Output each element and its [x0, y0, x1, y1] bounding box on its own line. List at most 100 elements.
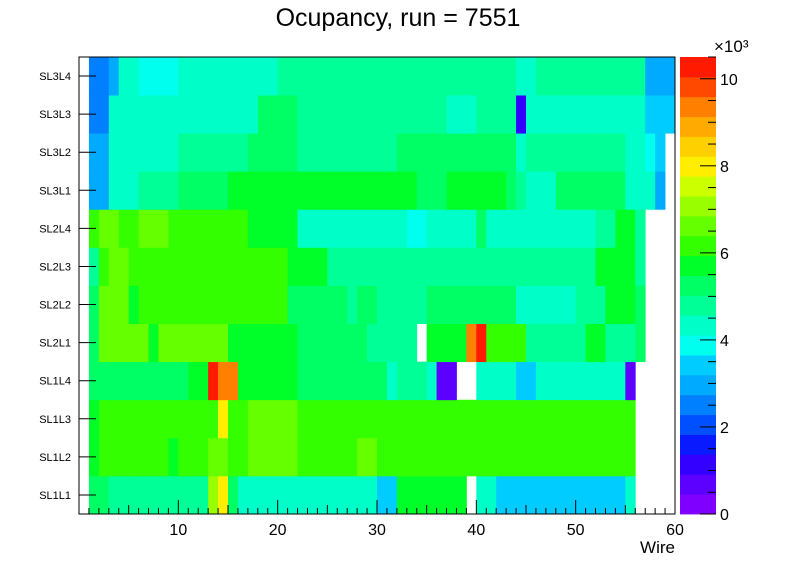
- color-scale-swatch: [680, 235, 716, 257]
- heatmap-cell: [436, 171, 447, 210]
- heatmap-cell: [178, 285, 219, 324]
- heatmap-cell: [88, 57, 110, 96]
- heatmap-cell: [98, 209, 120, 248]
- heatmap-cell: [367, 323, 418, 363]
- heatmap-cell: [526, 95, 626, 134]
- y-tick-label: SL1L3: [39, 414, 71, 426]
- color-scale-swatch: [680, 295, 716, 316]
- heatmap-cell: [347, 285, 358, 324]
- color-scale-swatch: [680, 156, 716, 177]
- color-scale-swatch: [680, 454, 716, 475]
- heatmap-cell: [88, 361, 159, 401]
- heatmap-cell: [168, 437, 179, 477]
- heatmap-cell: [506, 171, 517, 210]
- color-scale-bar: [680, 57, 716, 515]
- heatmap-cell: [456, 437, 557, 477]
- heatmap-cell: [545, 209, 596, 248]
- heatmap-cell: [396, 361, 428, 401]
- heatmap-cell: [516, 133, 527, 172]
- x-tick-label: 30: [368, 522, 386, 539]
- heatmap-cell: [337, 171, 418, 210]
- heatmap-cell: [426, 285, 437, 324]
- heatmap-cell: [237, 361, 298, 401]
- heatmap-cell: [108, 247, 130, 286]
- heatmap-cell: [357, 437, 378, 477]
- color-scale-unit-label: ×10³: [714, 37, 749, 56]
- heatmap-cell: [436, 285, 517, 324]
- heatmap-cell: [635, 285, 646, 324]
- heatmap-cell: [486, 209, 547, 248]
- heatmap-cell: [615, 361, 626, 401]
- heatmap-cell: [108, 171, 139, 210]
- heatmap-cell: [247, 399, 298, 439]
- color-scale-swatch: [680, 355, 716, 376]
- y-tick-label: SL2L2: [39, 300, 71, 312]
- heatmap-cell: [555, 437, 577, 477]
- heatmap-cell: [496, 475, 626, 515]
- heatmap-cell: [188, 209, 249, 248]
- color-scale-swatch: [680, 196, 716, 217]
- y-tick-label: SL2L3: [39, 261, 71, 273]
- color-scale-swatch: [680, 76, 716, 98]
- heatmap-cell: [535, 57, 646, 96]
- heatmap-cell: [178, 57, 279, 96]
- heatmap-cell: [228, 399, 249, 439]
- heatmap-cell: [287, 247, 328, 286]
- heatmap-cell: [158, 247, 219, 286]
- heatmap-cell: [535, 361, 616, 401]
- x-tick-label: 10: [169, 522, 187, 539]
- heatmap-cell: [516, 57, 537, 96]
- heatmap-cell: [148, 323, 159, 363]
- heatmap-cell: [277, 57, 517, 96]
- heatmap-cell: [476, 361, 517, 401]
- heatmap-cell: [208, 437, 219, 477]
- heatmap-cell: [516, 171, 527, 210]
- heatmap-cell: [476, 95, 517, 134]
- heatmap-cell: [446, 133, 517, 172]
- heatmap-cell: [257, 95, 298, 134]
- x-tick-label: 20: [269, 522, 287, 539]
- heatmap-cell: [605, 323, 616, 363]
- heatmap-cell: [426, 361, 437, 401]
- heatmap-cell: [516, 285, 577, 324]
- heatmap-cell: [208, 475, 219, 515]
- heatmap-cell: [218, 437, 229, 477]
- heatmap-cell: [575, 437, 626, 477]
- color-scale-swatch: [680, 215, 716, 237]
- y-tick-label: SL3L4: [39, 71, 71, 83]
- heatmap-cell: [178, 399, 219, 439]
- color-scale-swatch: [680, 57, 716, 78]
- heatmap-cell: [446, 399, 537, 439]
- heatmap-cell: [575, 247, 596, 286]
- color-scale-swatch: [680, 96, 716, 118]
- color-scale-swatch: [680, 394, 716, 416]
- heatmap-cell: [208, 361, 219, 401]
- heatmap-cell: [148, 475, 169, 515]
- heatmap-cell: [128, 247, 159, 286]
- color-scale-swatch: [680, 116, 716, 137]
- heatmap-cell: [625, 437, 636, 477]
- y-tick-label: SL2L4: [39, 223, 71, 235]
- heatmap-cell: [88, 95, 110, 134]
- color-scale-swatch: [680, 136, 716, 157]
- color-scale-tick-label: 8: [720, 159, 729, 176]
- heatmap-cell: [98, 247, 110, 286]
- heatmap-cell: [377, 475, 398, 515]
- heatmap-cell: [386, 361, 398, 401]
- color-scale-swatch: [680, 374, 716, 396]
- heatmap-cell: [476, 247, 577, 286]
- heatmap-cell: [138, 209, 169, 248]
- heatmap-cell: [416, 171, 437, 210]
- x-axis-label: Wire: [640, 538, 675, 557]
- heatmap-cell: [595, 133, 626, 172]
- heatmap-cell: [446, 95, 477, 134]
- heatmap-cell: [307, 285, 348, 324]
- heatmap-cell: [237, 475, 298, 515]
- heatmap-cell: [297, 399, 418, 439]
- y-tick-label: SL3L2: [39, 147, 71, 159]
- color-scale-swatch: [680, 494, 716, 515]
- heatmap-cell: [516, 361, 537, 401]
- heatmap-cell: [297, 95, 358, 134]
- heatmap-cell: [377, 437, 447, 477]
- x-tick-label: 50: [567, 522, 585, 539]
